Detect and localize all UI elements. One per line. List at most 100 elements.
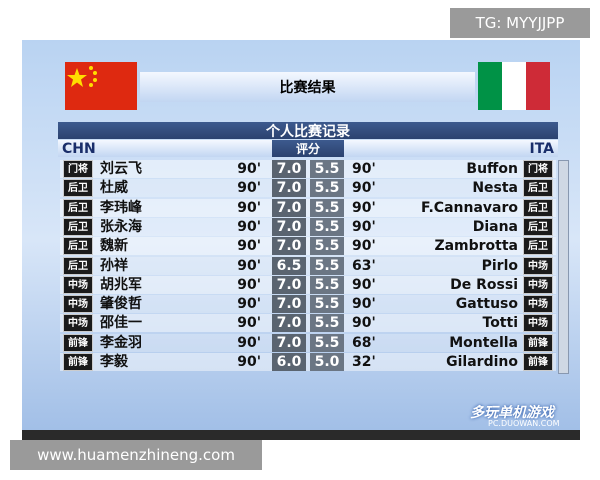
player-row: 中场 邵佳一 90' 7.0 5.5 90' Totti 中场 [60,314,556,333]
player-name: F.Cannavaro [420,199,518,216]
watermark-top: TG: MYYJJPP [450,8,590,38]
rating: 7.0 [272,198,306,217]
player-row: 后卫 魏新 90' 7.0 5.5 90' Zambrotta 后卫 [60,237,556,256]
position-badge: 后卫 [523,179,553,198]
player-name: 孙祥 [100,257,128,274]
minutes: 90' [237,180,261,197]
player-row: 中场 肇俊哲 90' 7.0 5.5 90' Gattuso 中场 [60,295,556,314]
position-badge: 后卫 [63,179,93,198]
player-name: 李毅 [100,354,128,370]
player-name: 李金羽 [100,334,142,351]
minutes: 90' [237,257,261,274]
minutes: 90' [237,199,261,216]
minutes: 90' [352,161,376,177]
rating: 5.5 [310,198,344,217]
rating: 5.0 [310,353,344,371]
minutes: 90' [237,276,261,293]
position-badge: 前锋 [523,353,553,371]
minutes: 90' [237,218,261,235]
position-badge: 后卫 [63,198,93,217]
rating: 5.5 [310,275,344,294]
rating: 5.5 [310,256,344,275]
rating: 7.0 [272,179,306,198]
player-row: 前锋 李金羽 90' 7.0 5.5 68' Montella 前锋 [60,333,556,352]
player-name: Pirlo [481,257,518,274]
minutes: 90' [352,218,376,235]
position-badge: 后卫 [63,237,93,256]
minutes: 32' [352,354,376,370]
minutes: 90' [237,354,261,370]
home-team: CHN [62,140,96,157]
position-badge: 中场 [523,275,553,294]
title: 比赛结果 [140,72,475,102]
position-badge: 中场 [523,295,553,314]
position-badge: 中场 [63,314,93,333]
logo: 多玩单机游戏 [470,405,554,421]
rating: 7.0 [272,333,306,352]
player-name: Zambrotta [434,238,518,255]
player-name: Gattuso [455,296,518,313]
minutes: 90' [237,334,261,351]
player-row: 后卫 李玮峰 90' 7.0 5.5 90' F.Cannavaro 后卫 [60,198,556,217]
rating: 5.5 [310,314,344,333]
player-row: 后卫 孙祥 90' 6.5 5.5 63' Pirlo 中场 [60,256,556,275]
rating: 7.0 [272,217,306,236]
logo-url: PC.DUOWAN.COM [488,419,560,428]
rating: 5.5 [310,237,344,256]
italy-flag [478,62,550,110]
minutes: 90' [237,238,261,255]
minutes: 90' [237,161,261,177]
position-badge: 门将 [63,160,93,178]
rating: 7.0 [272,275,306,294]
position-badge: 后卫 [523,237,553,256]
player-name: 刘云飞 [100,161,142,177]
position-badge: 前锋 [523,333,553,352]
position-badge: 后卫 [523,217,553,236]
player-name: 张永海 [100,218,142,235]
watermark-bottom: www.huamenzhineng.com [10,440,262,470]
player-row: 后卫 杜威 90' 7.0 5.5 90' Nesta 后卫 [60,179,556,198]
position-badge: 中场 [523,314,553,333]
player-row: 中场 胡兆军 90' 7.0 5.5 90' De Rossi 中场 [60,275,556,294]
minutes: 63' [352,257,376,274]
player-name: Montella [449,334,518,351]
rating: 6.5 [272,256,306,275]
rating: 5.5 [310,333,344,352]
position-badge: 前锋 [63,353,93,371]
away-team: ITA [529,140,554,157]
rating: 7.0 [272,237,306,256]
position-badge: 后卫 [523,198,553,217]
player-name: 胡兆军 [100,276,142,293]
player-row: 门将 刘云飞 90' 7.0 5.5 90' Buffon 门将 [60,160,556,178]
player-name: 邵佳一 [100,315,142,332]
minutes: 90' [352,276,376,293]
position-badge: 中场 [523,256,553,275]
rating: 5.5 [310,179,344,198]
rating: 6.0 [272,353,306,371]
player-name: 李玮峰 [100,199,142,216]
rating: 7.0 [272,314,306,333]
rating: 7.0 [272,295,306,314]
minutes: 90' [352,315,376,332]
player-name: 魏新 [100,238,128,255]
player-name: 杜威 [100,180,128,197]
player-row: 后卫 张永海 90' 7.0 5.5 90' Diana 后卫 [60,217,556,236]
player-name: Totti [482,315,519,332]
rating: 5.5 [310,160,344,178]
position-badge: 后卫 [63,217,93,236]
player-name: Gilardino [446,354,518,370]
scrollbar[interactable] [558,160,569,374]
minutes: 90' [237,315,261,332]
bottom-bar [22,430,580,440]
player-name: De Rossi [450,276,518,293]
minutes: 90' [352,180,376,197]
china-flag [65,62,137,110]
rating: 7.0 [272,160,306,178]
rating: 5.5 [310,295,344,314]
player-name: Buffon [466,161,518,177]
minutes: 90' [352,199,376,216]
minutes: 90' [352,238,376,255]
position-badge: 前锋 [63,333,93,352]
minutes: 68' [352,334,376,351]
